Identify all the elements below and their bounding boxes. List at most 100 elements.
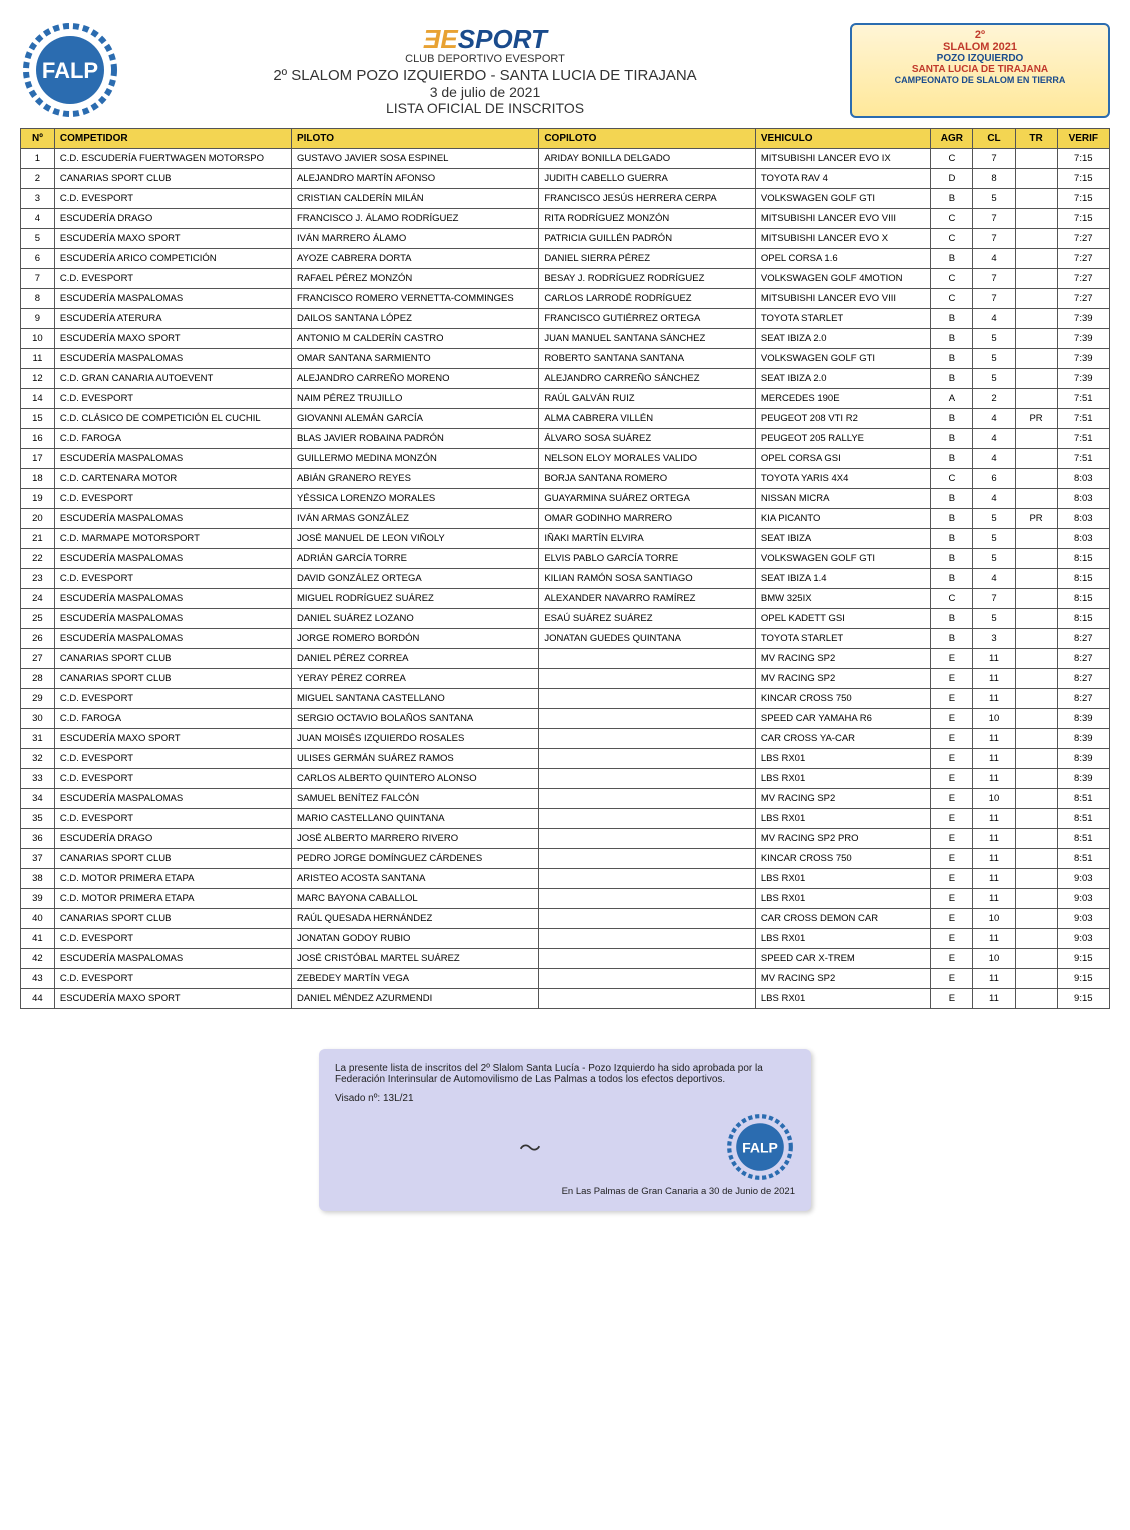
cell-tr: [1015, 429, 1057, 449]
cell-cl: 7: [973, 589, 1015, 609]
cell-vehiculo: VOLKSWAGEN GOLF GTI: [755, 189, 931, 209]
cell-cl: 4: [973, 489, 1015, 509]
cell-agr: B: [931, 309, 973, 329]
badge-line4: SANTA LUCIA DE TIRAJANA: [856, 64, 1104, 75]
cell-num: 1: [21, 149, 55, 169]
cell-num: 28: [21, 669, 55, 689]
cell-vehiculo: LBS RX01: [755, 809, 931, 829]
cell-piloto: RAÚL QUESADA HERNÁNDEZ: [291, 909, 538, 929]
cell-verif: 8:27: [1057, 649, 1109, 669]
cell-verif: 8:15: [1057, 569, 1109, 589]
cell-piloto: DAILOS SANTANA LÓPEZ: [291, 309, 538, 329]
cell-cl: 5: [973, 529, 1015, 549]
cell-num: 42: [21, 949, 55, 969]
table-row: 36ESCUDERÍA DRAGOJOSÉ ALBERTO MARRERO RI…: [21, 829, 1110, 849]
cell-copiloto: [539, 869, 756, 889]
event-title: 2º SLALOM POZO IZQUIERDO - SANTA LUCIA D…: [120, 67, 850, 84]
cell-agr: E: [931, 689, 973, 709]
cell-copiloto: [539, 649, 756, 669]
cell-competidor: C.D. ESCUDERÍA FUERTWAGEN MOTORSPO: [54, 149, 291, 169]
cell-copiloto: FRANCISCO JESÚS HERRERA CERPA: [539, 189, 756, 209]
cell-agr: B: [931, 189, 973, 209]
table-row: 38C.D. MOTOR PRIMERA ETAPAARISTEO ACOSTA…: [21, 869, 1110, 889]
cell-num: 8: [21, 289, 55, 309]
cell-verif: 7:51: [1057, 389, 1109, 409]
cell-agr: B: [931, 369, 973, 389]
cell-cl: 7: [973, 289, 1015, 309]
cell-num: 24: [21, 589, 55, 609]
cell-piloto: MARC BAYONA CABALLOL: [291, 889, 538, 909]
cell-vehiculo: VOLKSWAGEN GOLF GTI: [755, 549, 931, 569]
cell-cl: 3: [973, 629, 1015, 649]
cell-verif: 7:51: [1057, 429, 1109, 449]
cell-num: 22: [21, 549, 55, 569]
cell-num: 31: [21, 729, 55, 749]
cell-tr: [1015, 389, 1057, 409]
cell-num: 29: [21, 689, 55, 709]
badge-line5: CAMPEONATO DE SLALOM EN TIERRA: [856, 75, 1104, 85]
cell-competidor: ESCUDERÍA MASPALOMAS: [54, 509, 291, 529]
table-row: 30C.D. FAROGASERGIO OCTAVIO BOLAÑOS SANT…: [21, 709, 1110, 729]
cell-cl: 10: [973, 949, 1015, 969]
cell-competidor: ESCUDERÍA MASPALOMAS: [54, 629, 291, 649]
cell-competidor: CANARIAS SPORT CLUB: [54, 909, 291, 929]
cell-copiloto: ALMA CABRERA VILLÉN: [539, 409, 756, 429]
cell-vehiculo: CAR CROSS YA-CAR: [755, 729, 931, 749]
cell-tr: [1015, 849, 1057, 869]
cell-copiloto: ROBERTO SANTANA SANTANA: [539, 349, 756, 369]
falp-gear-icon-small: FALP: [725, 1112, 795, 1182]
cell-vehiculo: LBS RX01: [755, 929, 931, 949]
cell-copiloto: [539, 789, 756, 809]
cell-verif: 7:51: [1057, 449, 1109, 469]
event-badge: 2º SLALOM 2021 POZO IZQUIERDO SANTA LUCI…: [850, 23, 1110, 118]
cell-competidor: C.D. EVESPORT: [54, 189, 291, 209]
cell-num: 41: [21, 929, 55, 949]
cell-agr: B: [931, 529, 973, 549]
cell-vehiculo: SPEED CAR X-TREM: [755, 949, 931, 969]
cell-verif: 8:03: [1057, 509, 1109, 529]
col-copiloto: COPILOTO: [539, 129, 756, 149]
cell-copiloto: [539, 889, 756, 909]
cell-agr: E: [931, 889, 973, 909]
table-row: 27CANARIAS SPORT CLUBDANIEL PÉREZ CORREA…: [21, 649, 1110, 669]
cell-verif: 8:03: [1057, 489, 1109, 509]
cell-competidor: ESCUDERÍA DRAGO: [54, 209, 291, 229]
cell-tr: [1015, 749, 1057, 769]
cell-copiloto: [539, 929, 756, 949]
cell-cl: 11: [973, 969, 1015, 989]
cell-competidor: C.D. CLÁSICO DE COMPETICIÓN EL CUCHIL: [54, 409, 291, 429]
cell-piloto: AYOZE CABRERA DORTA: [291, 249, 538, 269]
cell-agr: E: [931, 709, 973, 729]
cell-num: 32: [21, 749, 55, 769]
cell-piloto: DANIEL MÉNDEZ AZURMENDI: [291, 989, 538, 1009]
cell-agr: E: [931, 989, 973, 1009]
cell-piloto: JOSÉ MANUEL DE LEON VIÑOLY: [291, 529, 538, 549]
cell-vehiculo: MV RACING SP2: [755, 789, 931, 809]
cell-piloto: JONATAN GODOY RUBIO: [291, 929, 538, 949]
cell-piloto: DANIEL SUÁREZ LOZANO: [291, 609, 538, 629]
cell-tr: [1015, 809, 1057, 829]
cell-agr: B: [931, 249, 973, 269]
cell-vehiculo: KINCAR CROSS 750: [755, 689, 931, 709]
cell-cl: 11: [973, 989, 1015, 1009]
cell-num: 17: [21, 449, 55, 469]
cell-tr: [1015, 529, 1057, 549]
cell-verif: 8:15: [1057, 549, 1109, 569]
table-body: 1C.D. ESCUDERÍA FUERTWAGEN MOTORSPOGUSTA…: [21, 149, 1110, 1009]
cell-cl: 6: [973, 469, 1015, 489]
table-row: 19C.D. EVESPORTYÉSSICA LORENZO MORALESGU…: [21, 489, 1110, 509]
cell-tr: [1015, 369, 1057, 389]
cell-tr: [1015, 609, 1057, 629]
cell-tr: [1015, 829, 1057, 849]
cell-competidor: ESCUDERÍA MASPALOMAS: [54, 949, 291, 969]
cell-num: 38: [21, 869, 55, 889]
cell-vehiculo: SEAT IBIZA 2.0: [755, 369, 931, 389]
table-row: 37CANARIAS SPORT CLUBPEDRO JORGE DOMÍNGU…: [21, 849, 1110, 869]
cell-cl: 2: [973, 389, 1015, 409]
cell-vehiculo: LBS RX01: [755, 769, 931, 789]
cell-tr: [1015, 309, 1057, 329]
event-badge-container: 2º SLALOM 2021 POZO IZQUIERDO SANTA LUCI…: [850, 23, 1110, 118]
cell-competidor: ESCUDERÍA MAXO SPORT: [54, 729, 291, 749]
cell-verif: 7:15: [1057, 209, 1109, 229]
cell-tr: [1015, 729, 1057, 749]
